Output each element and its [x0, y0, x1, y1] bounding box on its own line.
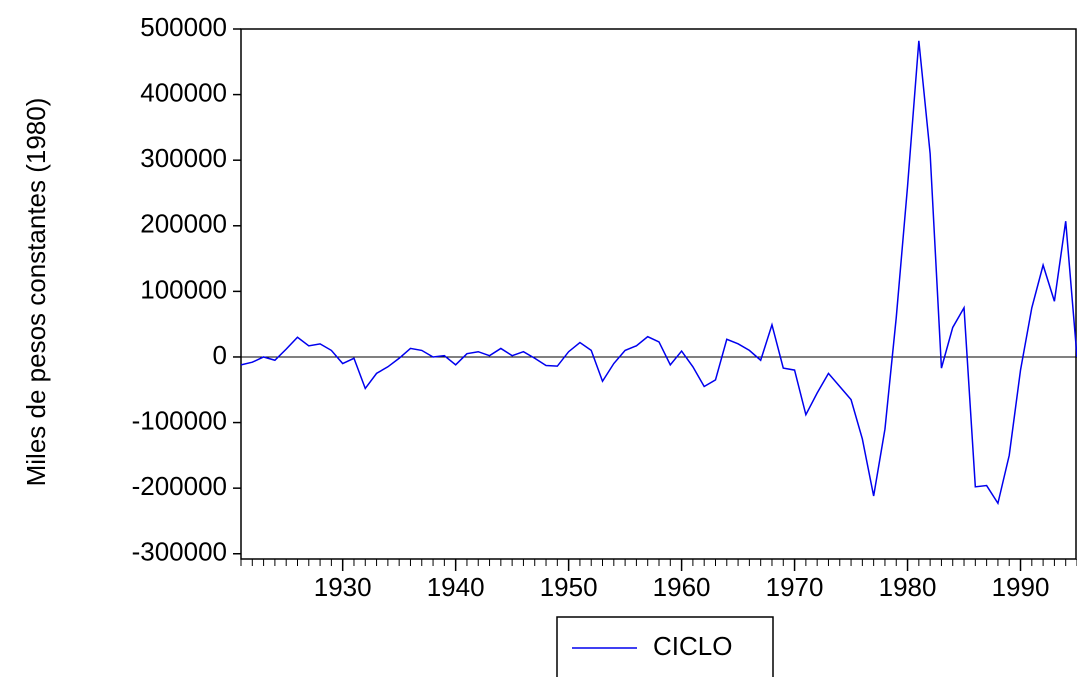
- x-tick-label: 1930: [314, 572, 372, 602]
- x-tick-label: 1970: [766, 572, 824, 602]
- series-line: [240, 40, 1077, 506]
- y-tick-label: 100000: [140, 274, 227, 304]
- x-tick-label: 1980: [879, 572, 937, 602]
- y-tick-label: 200000: [140, 209, 227, 239]
- y-axis-label: Miles de pesos constantes (1980): [21, 98, 51, 487]
- legend-label: CICLO: [653, 631, 732, 661]
- y-tick-label: -200000: [132, 471, 227, 501]
- y-tick-label: 500000: [140, 12, 227, 42]
- y-tick-label: 300000: [140, 143, 227, 173]
- y-tick-label: -100000: [132, 405, 227, 435]
- x-tick-label: 1940: [427, 572, 485, 602]
- x-tick-label: 1950: [540, 572, 598, 602]
- plot-frame: [240, 28, 1077, 560]
- y-tick-label: 400000: [140, 77, 227, 107]
- x-tick-label: 1960: [653, 572, 711, 602]
- y-tick-label: -300000: [132, 537, 227, 567]
- x-tick-label: 1990: [992, 572, 1050, 602]
- y-tick-label: 0: [213, 340, 227, 370]
